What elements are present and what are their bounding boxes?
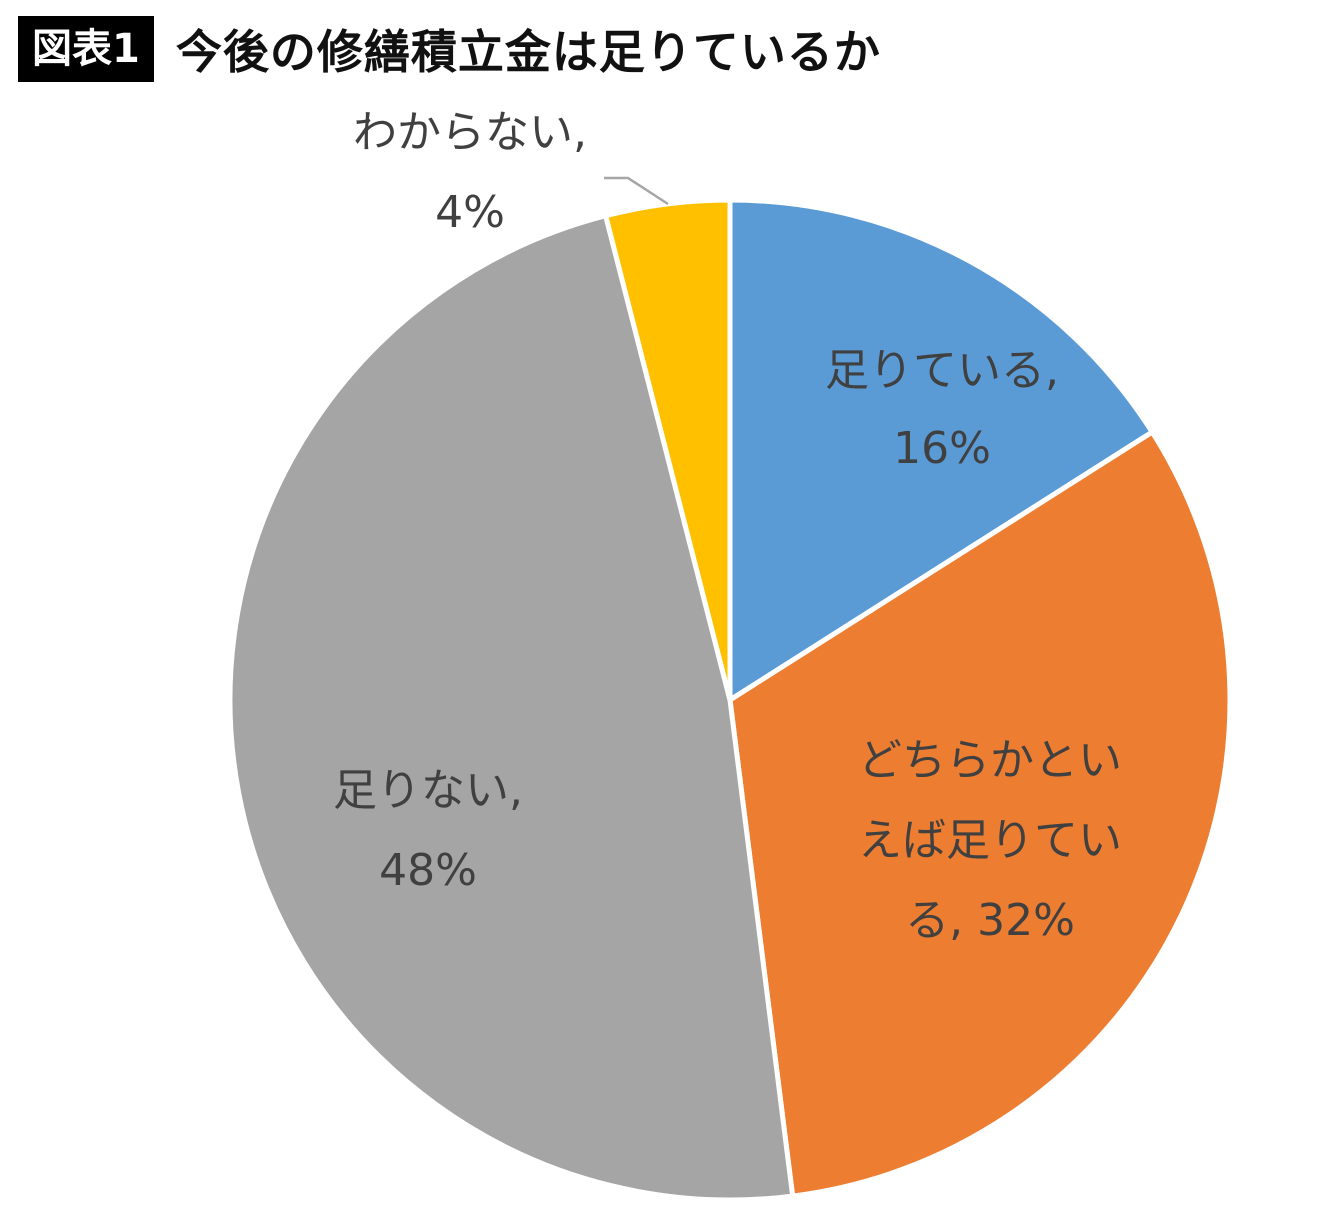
data-label-wakaranai: わからない, 4% xyxy=(353,107,587,238)
data-label-line: る, 32% xyxy=(905,895,1075,946)
data-label-line: どちらかとい xyxy=(858,735,1122,786)
data-label-line: 足りない, xyxy=(333,765,523,816)
data-label-line: えば足りてい xyxy=(858,815,1122,866)
pie-labels: 足りている, 16% どちらかといえば足りている, 32% 足りない, 48% わからない… xyxy=(333,107,1122,946)
leader-line-wakaranai xyxy=(604,176,669,206)
figure-badge: 図表1 xyxy=(18,16,154,82)
data-label-dochiraka-to-ieba: どちらかといえば足りている, 32% xyxy=(858,735,1122,946)
data-label-tarinai: 足りない, 48% xyxy=(333,765,523,896)
data-label-tarite-iru: 足りている, 16% xyxy=(825,345,1059,474)
pie-slices xyxy=(227,197,1233,1203)
data-label-line: わからない, xyxy=(353,107,587,158)
pie-slice-tarinai xyxy=(227,213,796,1203)
chart-title: 今後の修繕積立金は足りているか xyxy=(175,25,881,79)
data-label-line: 4% xyxy=(435,187,505,238)
data-label-line: 足りている, xyxy=(825,345,1059,396)
data-label-line: 48% xyxy=(379,845,477,896)
pie-slice-tarite-iru xyxy=(727,197,1155,703)
data-label-line: 16% xyxy=(893,423,991,474)
pie-slice-dochiraka-to-ieba xyxy=(727,429,1233,1199)
chart-header: 図表1 今後の修繕積立金は足りているか xyxy=(18,14,881,84)
